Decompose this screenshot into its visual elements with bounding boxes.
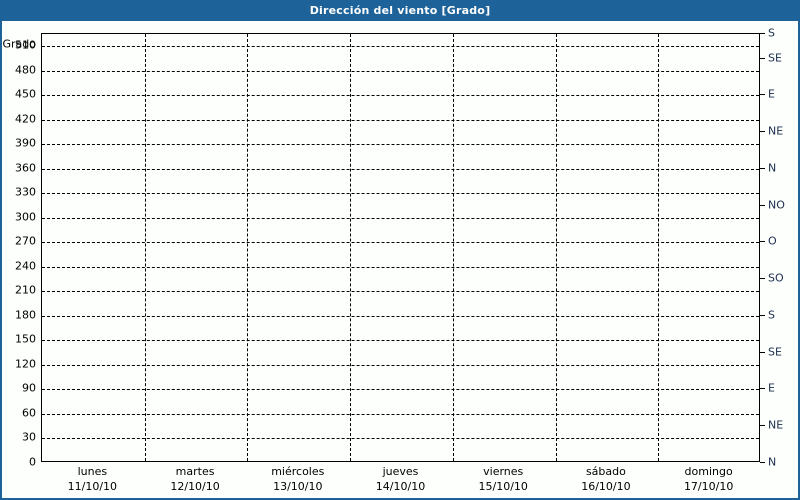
secondary-axis-tick <box>760 388 765 390</box>
x-axis-date-label: 16/10/10 <box>581 480 631 493</box>
gridline-horizontal <box>42 438 759 440</box>
y-axis-tick-label: 420 <box>15 112 36 126</box>
gridline-horizontal <box>42 217 759 219</box>
secondary-axis-tick-label: N <box>768 161 777 175</box>
secondary-axis-tick-label: E <box>768 381 775 395</box>
x-axis-date-label: 15/10/10 <box>478 480 528 493</box>
x-axis-day-label: miércoles <box>271 465 325 478</box>
x-axis-tick-label: viernes 15/10/10 <box>479 464 528 494</box>
secondary-axis-tick-label: SE <box>768 345 782 359</box>
y-axis-tick-label: 480 <box>15 63 36 77</box>
gridline-horizontal <box>42 364 759 366</box>
x-axis-tick-label: miércoles 13/10/10 <box>271 464 324 494</box>
gridline-vertical <box>555 34 557 461</box>
gridline-horizontal <box>42 242 759 244</box>
y-axis-tick-label: 60 <box>22 406 36 420</box>
secondary-axis-tick-label: S <box>768 26 775 40</box>
secondary-axis-tick <box>760 314 765 316</box>
secondary-axis-tick <box>760 425 765 427</box>
gridline-horizontal <box>42 340 759 342</box>
x-axis-tick-label: sábado 16/10/10 <box>581 464 630 494</box>
gridline-vertical <box>247 34 249 461</box>
x-axis-date-label: 11/10/10 <box>67 480 118 493</box>
secondary-axis-tick-label: S <box>768 308 775 322</box>
gridline-vertical <box>452 34 454 461</box>
secondary-axis-tick-label: N <box>768 455 777 469</box>
x-axis-tick-label: lunes 11/10/10 <box>68 464 117 494</box>
y-axis-tick-label: 0 <box>29 455 36 469</box>
gridline-vertical <box>658 34 660 461</box>
x-axis-date-label: 17/10/10 <box>683 480 734 493</box>
x-axis-tick-label: jueves 14/10/10 <box>376 464 425 494</box>
secondary-axis-tick <box>760 33 765 34</box>
gridline-horizontal <box>42 168 759 170</box>
y-axis-tick-label: 150 <box>15 332 36 346</box>
gridline-horizontal <box>42 144 759 146</box>
gridline-vertical <box>144 34 146 461</box>
y-axis-tick-label: 90 <box>22 381 36 395</box>
x-axis-day-label: martes <box>175 465 215 478</box>
x-axis-tick-label: domingo 17/10/10 <box>684 464 733 494</box>
x-axis-day-label: domingo <box>684 465 733 478</box>
y-axis-tick-label: 30 <box>22 430 36 444</box>
gridline-horizontal <box>42 119 759 121</box>
gridline-horizontal <box>42 315 759 317</box>
y-axis-tick-label: 390 <box>15 136 36 150</box>
secondary-axis-tick-label: SO <box>768 271 784 285</box>
y-axis-tick-label: 240 <box>15 259 36 273</box>
secondary-axis-tick-label: SE <box>768 51 782 64</box>
y-axis-tick-label: 210 <box>15 283 36 297</box>
secondary-axis-tick <box>760 94 765 96</box>
x-axis-date-label: 13/10/10 <box>273 480 323 493</box>
window-title-bar: Dirección del viento [Grado] <box>0 0 800 21</box>
secondary-axis-tick <box>760 57 765 59</box>
window-title: Dirección del viento [Grado] <box>309 4 491 17</box>
gridline-horizontal <box>42 413 759 415</box>
secondary-axis-tick <box>760 241 765 243</box>
secondary-axis-labels: S SE E NE N NO O SO S SE E NE N <box>760 21 798 500</box>
y-axis-tick-label: 300 <box>15 210 36 224</box>
y-axis-tick-label: 180 <box>15 308 36 322</box>
secondary-axis-tick <box>760 131 765 133</box>
chart-frame: Grado 510 480 450 420 390 360 330 300 270 240 210 18… <box>0 21 800 500</box>
secondary-axis-tick-label: NO <box>768 198 785 212</box>
y-axis-labels: Grado 510 480 450 420 390 360 330 300 270 240 210 18… <box>2 21 38 500</box>
x-axis-day-label: jueves <box>382 465 419 478</box>
gridline-horizontal <box>42 70 759 72</box>
secondary-axis-tick-label: NE <box>768 418 784 432</box>
y-axis-tick-label: 360 <box>15 161 36 175</box>
secondary-axis-tick <box>760 167 765 169</box>
y-axis-tick-label: 330 <box>15 185 36 199</box>
gridline-horizontal <box>42 389 759 391</box>
x-axis-date-label: 14/10/10 <box>375 480 426 493</box>
gridline-horizontal <box>42 266 759 268</box>
x-axis-date-label: 12/10/10 <box>170 480 220 493</box>
gridline-horizontal <box>42 291 759 293</box>
secondary-axis-tick-label: E <box>768 87 775 101</box>
x-axis-day-label: sábado <box>585 465 626 478</box>
gridline-vertical <box>350 34 352 461</box>
x-axis-tick-label: martes 12/10/10 <box>170 464 219 494</box>
secondary-axis-tick-label: NE <box>768 124 784 138</box>
x-axis-day-label: viernes <box>483 465 524 478</box>
plot-area <box>41 33 760 462</box>
secondary-axis-tick <box>760 278 765 280</box>
x-axis-day-label: lunes <box>77 465 108 478</box>
y-axis-tick-label: 120 <box>15 357 36 371</box>
y-axis-tick-label: 450 <box>15 87 36 101</box>
gridline-horizontal <box>42 46 759 48</box>
secondary-axis-tick <box>760 351 765 353</box>
secondary-axis-tick <box>760 204 765 206</box>
x-axis-labels: lunes 11/10/10 martes 12/10/10 miércoles 13/1… <box>2 464 798 500</box>
y-axis-tick-label: 510 <box>15 38 36 52</box>
y-axis-tick-label: 270 <box>15 234 36 248</box>
gridline-horizontal <box>42 193 759 195</box>
gridline-horizontal <box>42 95 759 97</box>
secondary-axis-tick <box>760 462 765 463</box>
y-axis-unit-label: Grado <box>2 37 37 51</box>
secondary-axis-tick-label: O <box>768 234 777 248</box>
